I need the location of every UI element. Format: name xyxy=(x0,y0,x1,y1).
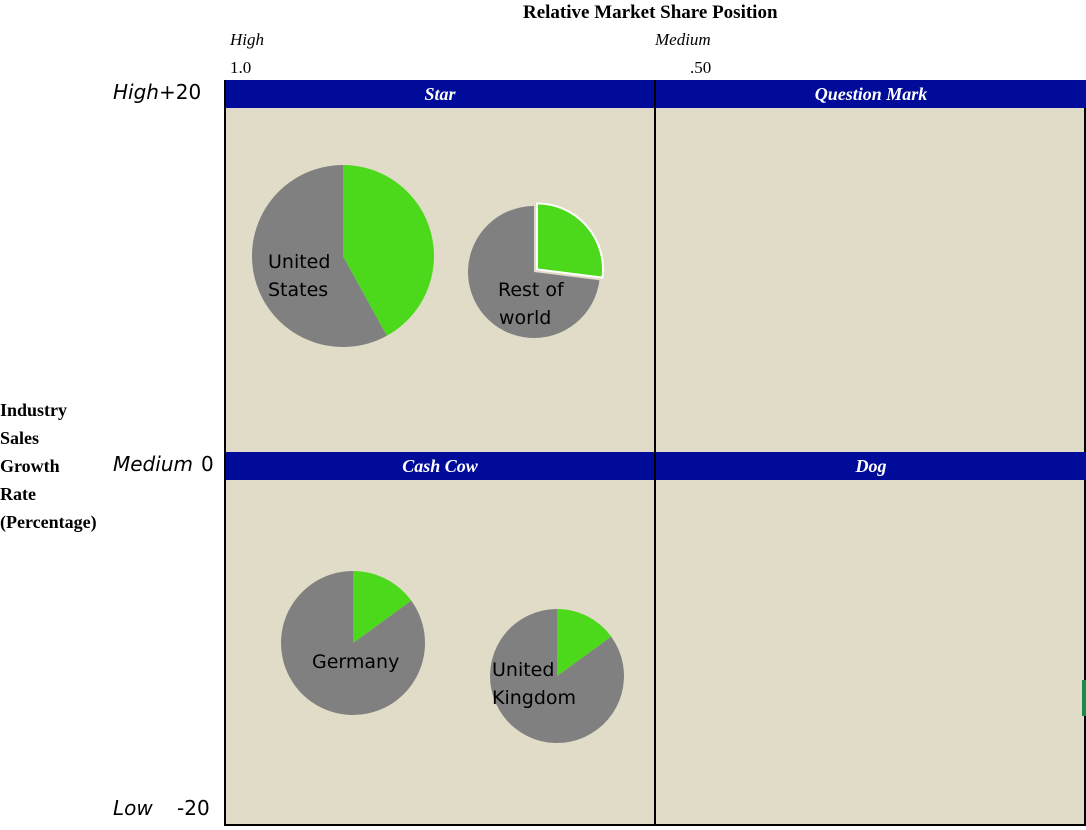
pie-label-line: United xyxy=(268,251,330,273)
row-label-high-text: High xyxy=(113,80,159,104)
matrix-divider xyxy=(654,80,656,826)
pie-united-states: United States xyxy=(251,165,434,347)
y-axis-title: Industry Sales Growth Rate (Percentage) xyxy=(0,396,112,536)
y-axis-title-line: Sales xyxy=(0,428,40,448)
quadrant-header-question-mark: Question Mark xyxy=(656,80,1086,108)
row-label-low-value: -20 xyxy=(177,796,210,820)
column-value-high: 1.0 xyxy=(230,58,252,77)
pie-label-line: Germany xyxy=(312,651,399,673)
edge-marker xyxy=(1082,680,1086,716)
pie-label-line: world xyxy=(499,307,551,329)
row-label-medium-text: Medium xyxy=(113,452,193,476)
quadrant-header-cash-cow: Cash Cow xyxy=(226,452,654,480)
pie-slice-share xyxy=(557,609,612,676)
pie-label-line: Kingdom xyxy=(492,687,576,709)
pie-slice-share xyxy=(343,165,434,336)
pie-slice-share xyxy=(353,571,412,643)
row-label-high: High+20 xyxy=(113,80,201,104)
pie-label-line: Rest of xyxy=(498,279,565,301)
pie-slice-share xyxy=(536,202,604,279)
column-label-high: High xyxy=(230,30,264,49)
column-value-medium: .50 xyxy=(690,58,712,77)
y-axis-title-line: Growth xyxy=(0,456,60,476)
y-axis-title-line: Rate xyxy=(0,484,36,504)
row-label-low-text: Low xyxy=(113,796,153,820)
pie-label-line: States xyxy=(268,279,328,301)
pie-label-line: United xyxy=(492,659,554,681)
pie-rest-of-world: Rest of world xyxy=(468,202,604,338)
pie-slice-remainder xyxy=(281,571,426,715)
pie-united-kingdom: United Kingdom xyxy=(489,608,624,743)
pie-germany: Germany xyxy=(281,571,426,715)
quadrant-header-dog: Dog xyxy=(656,452,1086,480)
y-axis-title-line: (Percentage) xyxy=(0,512,97,532)
quadrant-header-star: Star xyxy=(226,80,654,108)
row-label-medium-value: 0 xyxy=(201,452,214,476)
pie-slice-remainder xyxy=(251,165,387,347)
chart-title: Relative Market Share Position xyxy=(523,2,778,23)
row-label-medium: Medium xyxy=(113,452,193,476)
row-label-high-value: +20 xyxy=(158,80,202,104)
row-label-low: Low xyxy=(113,796,153,820)
column-label-medium: Medium xyxy=(655,30,711,49)
y-axis-title-line: Industry xyxy=(0,400,68,420)
pie-slice-remainder xyxy=(489,608,624,743)
pie-slice-remainder xyxy=(468,206,600,338)
